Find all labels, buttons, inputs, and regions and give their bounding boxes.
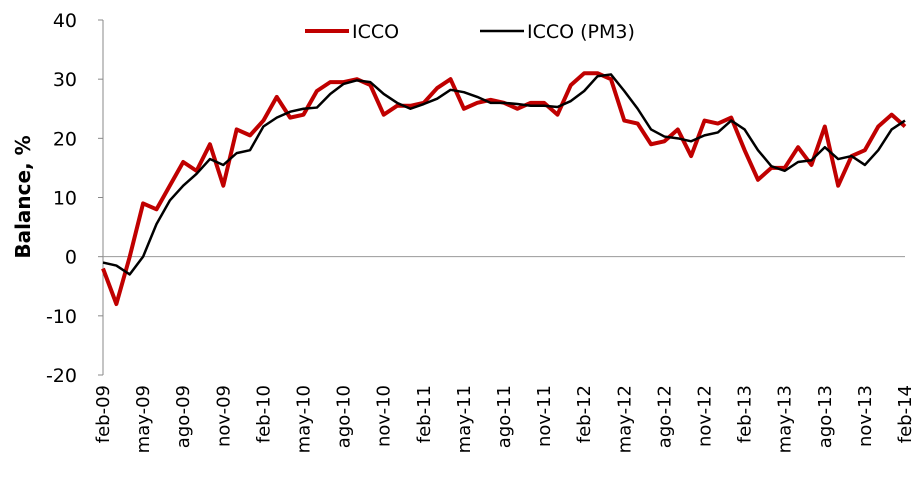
x-tick-label: may-11 (454, 385, 475, 453)
y-tick-label: 30 (53, 69, 77, 91)
x-tick-label: feb-13 (735, 385, 756, 443)
legend-label: ICCO (352, 21, 399, 43)
x-tick-label: nov-13 (855, 385, 876, 447)
x-tick-label: ago-13 (815, 385, 836, 448)
y-tick-label: -20 (46, 365, 77, 387)
series-line (101, 71, 907, 306)
x-tick-label: ago-11 (494, 385, 515, 448)
x-tick-label: feb-09 (93, 385, 114, 443)
x-tick-label: ago-09 (173, 385, 194, 448)
x-tick-label: nov-09 (213, 385, 234, 447)
x-tick-label: feb-11 (414, 385, 435, 443)
x-tick-label: may-13 (775, 385, 796, 453)
y-tick-label: 10 (53, 188, 77, 210)
x-tick-label: nov-12 (695, 385, 716, 447)
y-axis-label: Balance, % (11, 135, 35, 258)
x-tick-label: may-12 (614, 385, 635, 453)
x-tick-label: nov-11 (534, 385, 555, 447)
x-tick-label: may-09 (133, 385, 154, 453)
y-tick-label: 40 (53, 10, 77, 32)
series-line (102, 73, 906, 276)
y-tick-label: 0 (65, 247, 77, 269)
x-tick-label: may-10 (294, 385, 315, 453)
x-tick-label: feb-12 (574, 385, 595, 443)
x-tick-label: feb-10 (253, 385, 274, 443)
x-tick-label: ago-10 (334, 385, 355, 448)
x-tick-label: nov-10 (374, 385, 395, 447)
y-tick-label: -10 (46, 306, 77, 328)
y-tick-label: 20 (53, 128, 77, 150)
x-tick-label: ago-12 (654, 385, 675, 448)
legend-label: ICCO (PM3) (527, 21, 635, 43)
x-tick-label: feb-14 (895, 385, 916, 443)
